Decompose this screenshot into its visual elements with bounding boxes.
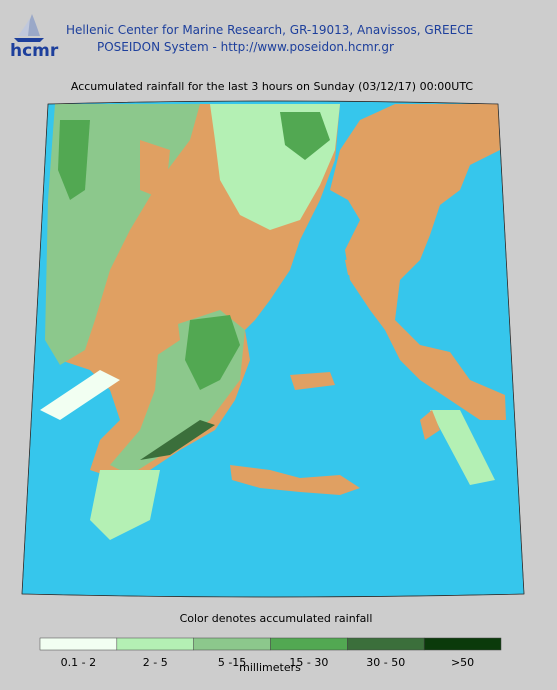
legend-swatch (423, 637, 502, 651)
rain-area (40, 370, 120, 420)
legend-swatch (347, 637, 425, 651)
land-east (330, 104, 506, 420)
island (290, 372, 335, 390)
map-frame (21, 100, 525, 598)
logo (14, 14, 44, 42)
land-patch (130, 300, 180, 360)
legend-label: >50 (451, 656, 474, 669)
legend-label: 5 -15 (218, 656, 246, 669)
organization: Hellenic Center for Marine Research, GR-… (66, 23, 473, 37)
map (21, 100, 525, 598)
legend-label: 2 - 5 (143, 656, 168, 669)
legend: 0.1 - 2 2 - 5 5 -15 15 - 30 30 - 50 >50 (39, 637, 502, 669)
rain-area (140, 420, 215, 460)
legend-unit: millimeters (239, 661, 301, 674)
system-line: POSEIDON System - http://www.poseidon.hc… (97, 40, 394, 54)
land-patch (140, 140, 170, 200)
legend-label: 0.1 - 2 (61, 656, 96, 669)
legend-swatch (39, 637, 118, 651)
rain-area (185, 315, 240, 390)
rain-area (90, 470, 160, 540)
island (345, 255, 372, 275)
map-title: Accumulated rainfall for the last 3 hour… (71, 80, 474, 93)
legend-label: 15 - 30 (289, 656, 328, 669)
legend-swatch (270, 637, 348, 651)
island-crete (230, 465, 360, 495)
legend-caption: Color denotes accumulated rainfall (180, 612, 373, 625)
legend-swatch (116, 637, 194, 651)
island (420, 410, 440, 440)
rain-area (430, 410, 495, 485)
logo-text: hcmr (10, 41, 59, 61)
legend-label: 30 - 50 (366, 656, 405, 669)
rain-area (58, 120, 90, 200)
legend-swatch (193, 637, 271, 651)
rain-area (280, 112, 330, 160)
